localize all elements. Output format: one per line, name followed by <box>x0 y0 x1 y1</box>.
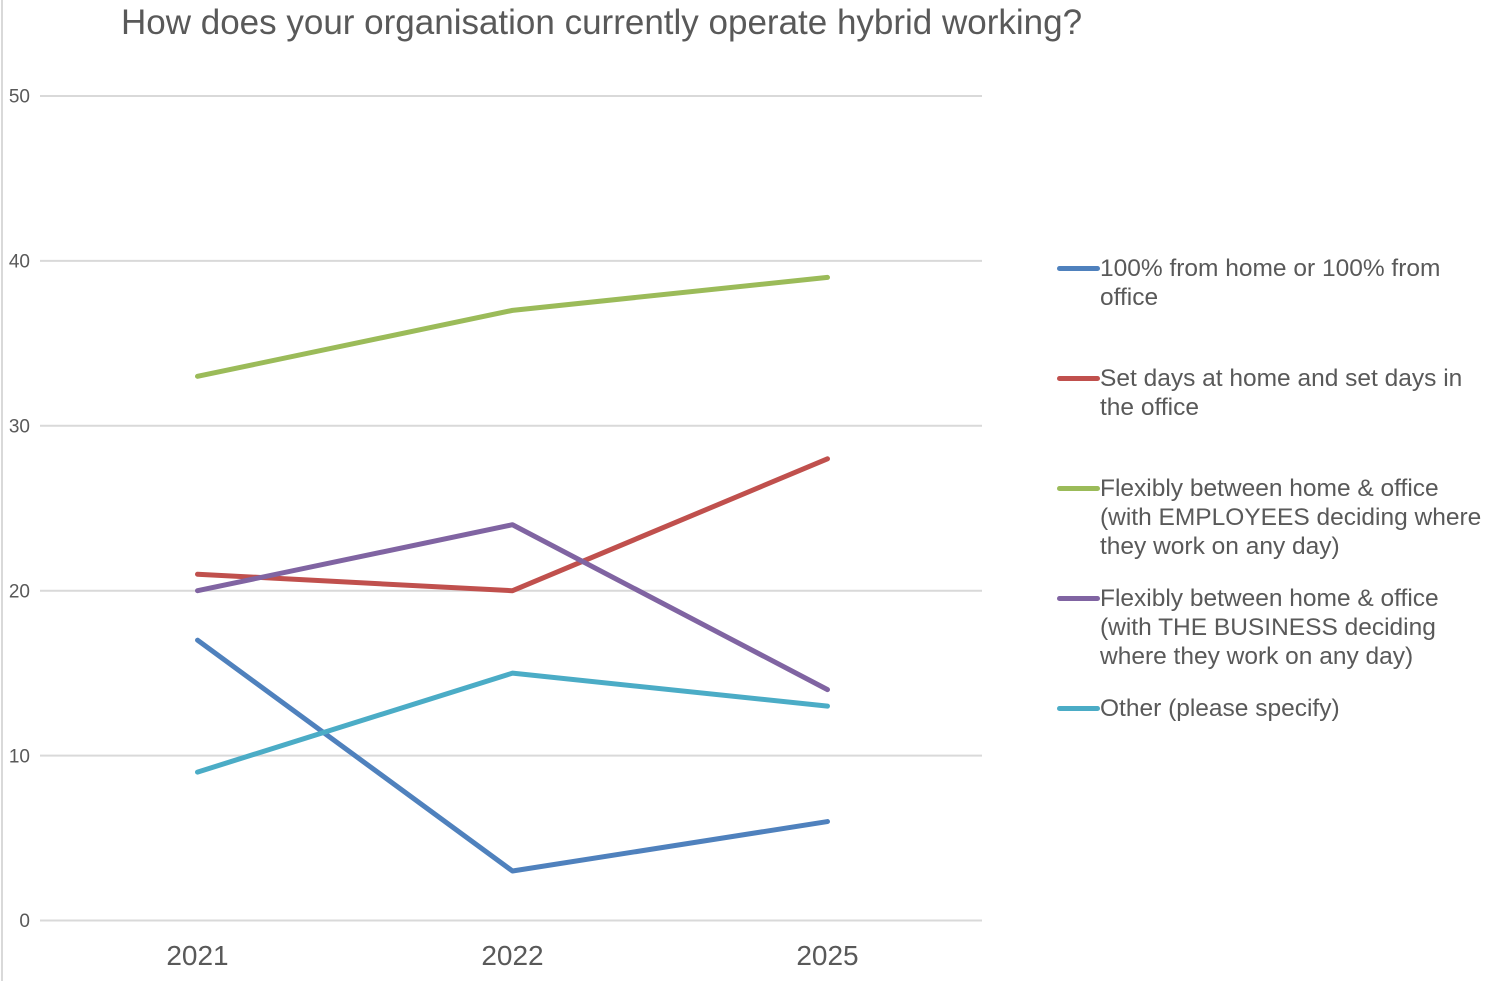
series-line-3 <box>195 522 830 693</box>
y-tick-label: 50 <box>9 87 30 108</box>
legend-label-1: Set days at home and set days in the off… <box>1100 365 1463 421</box>
series-line-2 <box>195 274 830 379</box>
legend-swatch-2 <box>1057 486 1100 491</box>
series-line-1 <box>195 456 830 594</box>
legend-label-2: Flexibly between home & office (with EMP… <box>1100 475 1482 560</box>
legend-label-0: 100% from home or 100% from office <box>1100 255 1441 311</box>
chart-title: How does your organisation currently ope… <box>121 3 1083 42</box>
y-tick-label: 20 <box>9 581 30 602</box>
legend-item-0: 100% from home or 100% from office <box>1057 254 1492 312</box>
legend-swatch-0 <box>1057 266 1100 271</box>
legend-item-2: Flexibly between home & office (with EMP… <box>1057 474 1492 561</box>
legend-swatch-4 <box>1057 706 1100 711</box>
y-tick-label: 30 <box>9 416 30 437</box>
x-tick-label: 2022 <box>481 940 543 971</box>
series-line-4 <box>195 670 830 775</box>
x-tick-label: 2025 <box>796 940 858 971</box>
y-tick-label: 10 <box>9 746 30 767</box>
legend-item-3: Flexibly between home & office (with THE… <box>1057 584 1492 671</box>
y-tick-label: 0 <box>19 911 30 932</box>
legend-swatch-3 <box>1057 596 1100 601</box>
legend-label-3: Flexibly between home & office (with THE… <box>1100 585 1439 670</box>
legend-swatch-1 <box>1057 376 1100 381</box>
series-line-0 <box>195 637 830 874</box>
y-tick-label: 40 <box>9 252 30 273</box>
legend-item-1: Set days at home and set days in the off… <box>1057 364 1492 422</box>
legend-label-4: Other (please specify) <box>1100 695 1340 722</box>
legend-item-4: Other (please specify) <box>1057 694 1492 723</box>
x-tick-label: 2021 <box>166 940 228 971</box>
legend: 100% from home or 100% from office Set da… <box>1057 254 1497 814</box>
